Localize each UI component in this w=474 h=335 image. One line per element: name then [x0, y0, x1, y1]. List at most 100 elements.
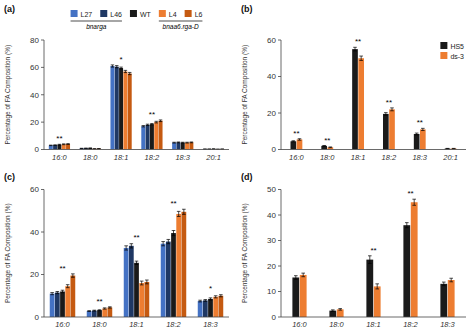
bar — [161, 244, 166, 317]
bar — [189, 142, 193, 149]
legend-swatch — [185, 10, 192, 17]
y-axis-label: Percentage of FA Composition (%) — [241, 203, 249, 303]
error-bar — [298, 139, 302, 140]
bar — [420, 129, 426, 149]
bar — [181, 143, 185, 150]
error-bar — [66, 285, 70, 288]
error-bar — [452, 148, 456, 149]
error-bar — [167, 239, 171, 243]
error-bar — [140, 281, 144, 285]
chart: 02040608016:018:018:118:218:320:1Percent… — [0, 0, 474, 335]
y-tick-label: 20 — [267, 262, 276, 271]
error-bar — [61, 290, 65, 293]
group-underline — [159, 21, 203, 22]
error-bar — [292, 141, 296, 142]
error-bar — [128, 72, 131, 74]
panel: 0102030405016:018:018:118:218:3Percentag… — [241, 172, 466, 330]
error-bar — [177, 211, 181, 216]
bar — [50, 294, 55, 317]
group-underline — [71, 21, 122, 22]
y-tick-label: 80 — [30, 36, 39, 45]
error-bar — [93, 310, 97, 312]
error-bar — [172, 142, 175, 144]
bar — [70, 276, 75, 317]
legend-label: L6 — [195, 11, 203, 18]
bar — [383, 114, 389, 150]
annotation: * — [209, 284, 212, 293]
bar — [411, 202, 418, 317]
error-bar — [322, 145, 326, 147]
x-tick-label: 16:0 — [289, 153, 304, 162]
x-tick-label: 16:0 — [52, 153, 67, 162]
x-tick-label: 18:1 — [129, 320, 144, 329]
group-label: bnaa6.rga-D — [163, 23, 199, 31]
legend-item: L27 — [71, 10, 93, 18]
plot-marks — [292, 199, 454, 317]
x-tick-label: 18:3 — [440, 320, 455, 329]
x-tick-label: 18:0 — [92, 320, 107, 329]
y-axis-label: Percentage of FA Composition (%) — [4, 45, 12, 145]
bar — [66, 144, 70, 149]
bar — [146, 125, 150, 150]
error-bar — [219, 295, 223, 297]
error-bar — [53, 144, 56, 146]
error-bar — [412, 199, 416, 205]
y-tick-label: 60 — [30, 185, 39, 194]
annotation: ** — [293, 129, 299, 138]
bar — [181, 212, 186, 317]
error-bar — [331, 310, 335, 312]
bar — [448, 280, 455, 317]
error-bar — [58, 144, 61, 146]
bar — [102, 309, 107, 318]
bar — [176, 214, 181, 317]
error-bar — [198, 300, 202, 302]
x-tick-label: 16:0 — [55, 320, 70, 329]
bar — [115, 67, 119, 150]
bar — [185, 143, 189, 150]
bar — [154, 122, 158, 149]
bar — [440, 284, 447, 317]
panel: 02040608016:018:018:118:218:320:1Percent… — [4, 4, 229, 162]
bar — [374, 286, 381, 317]
bar — [65, 286, 70, 317]
error-bar — [56, 292, 60, 294]
legend-item: L46 — [100, 10, 122, 18]
x-tick-label: 18:1 — [366, 320, 381, 329]
x-tick-label: 18:1 — [114, 153, 129, 162]
panel-title: (a) — [4, 4, 15, 14]
x-tick-label: 18:3 — [412, 153, 427, 162]
bar — [292, 277, 299, 317]
error-bar — [50, 293, 54, 295]
legend-swatch — [159, 10, 166, 17]
error-bar — [190, 141, 193, 143]
bar — [198, 301, 203, 317]
legend-swatch — [440, 42, 447, 49]
error-bar — [214, 296, 218, 298]
y-tick-label: 60 — [30, 63, 39, 72]
error-bar — [108, 307, 112, 308]
error-bar — [329, 146, 333, 148]
error-bar — [111, 65, 114, 67]
bar — [97, 310, 102, 317]
error-bar — [119, 67, 122, 69]
legend-item: L4 — [159, 10, 177, 18]
error-bar — [353, 47, 357, 51]
error-bar — [49, 145, 52, 147]
x-axis-line — [281, 149, 466, 150]
annotation: ** — [170, 199, 176, 208]
legend-label: L4 — [169, 11, 177, 18]
bar — [150, 124, 154, 149]
y-tick — [41, 94, 44, 95]
error-bar — [84, 148, 87, 149]
bar — [337, 309, 344, 317]
error-bar — [80, 148, 83, 149]
error-bar — [446, 148, 450, 149]
x-axis-line — [44, 317, 229, 318]
error-bar — [204, 300, 208, 302]
x-tick-label: 20:1 — [205, 153, 221, 162]
error-bar — [182, 209, 186, 214]
bar — [123, 71, 127, 149]
legend-swatch — [130, 10, 137, 17]
group-label: bnarga — [86, 23, 107, 31]
error-bar — [142, 126, 145, 127]
